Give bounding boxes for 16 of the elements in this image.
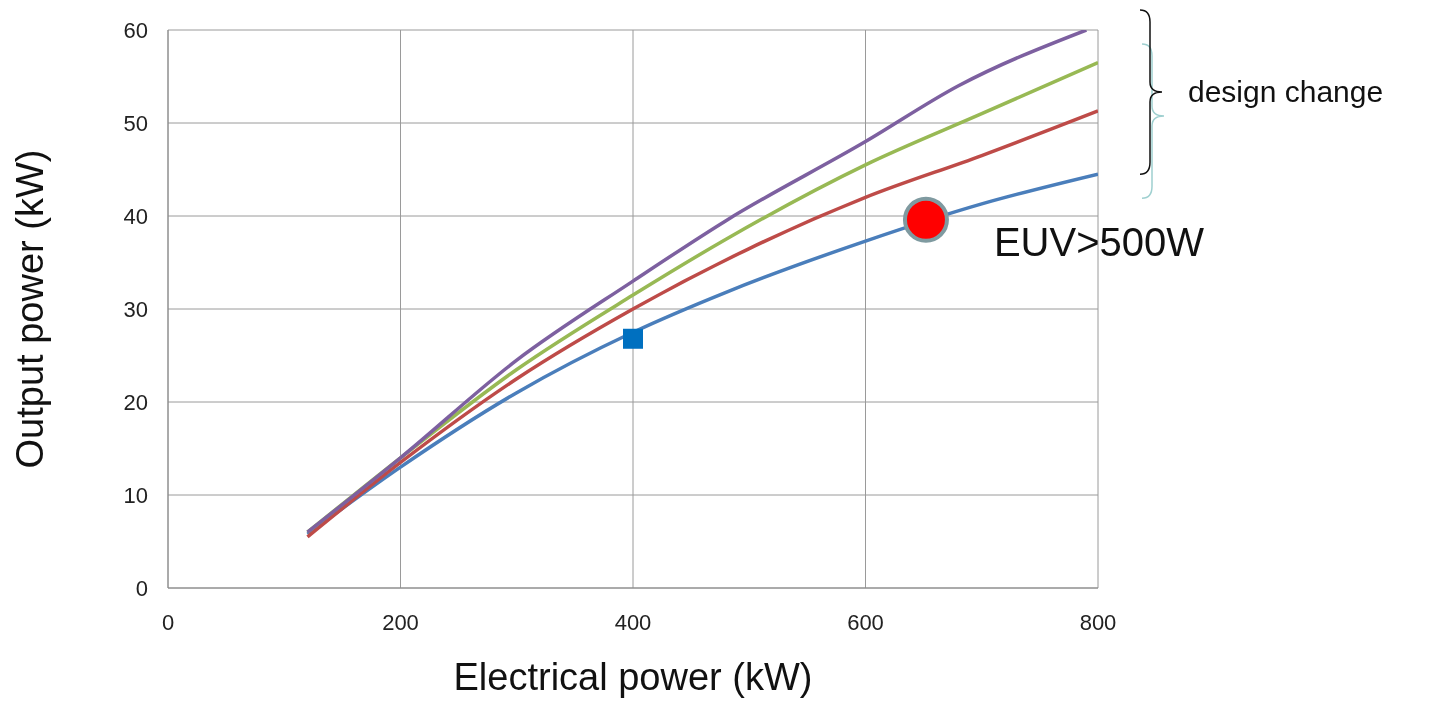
y-tick-label: 60 <box>123 17 148 43</box>
y-tick-label: 40 <box>123 203 148 229</box>
x-tick-label: 400 <box>614 609 652 635</box>
text: design change <box>1188 75 1384 109</box>
y-tick-label: 0 <box>135 575 148 601</box>
y-tick-label: 30 <box>123 296 148 322</box>
y-tick-label: 10 <box>123 482 148 508</box>
x-tick-label: 600 <box>847 609 884 635</box>
x-tick-label: 800 <box>1079 609 1117 635</box>
x-tick-label: 0 <box>161 609 175 635</box>
annotation: EUV>500W <box>993 219 1205 264</box>
y-tick-label: 20 <box>123 389 148 415</box>
y-tick-label: 50 <box>123 110 148 136</box>
y-axis-title: Output power (kW) <box>9 149 52 469</box>
x-tick-label: 200 <box>382 609 419 635</box>
x-axis-title: Electrical power (kW) <box>453 656 813 698</box>
